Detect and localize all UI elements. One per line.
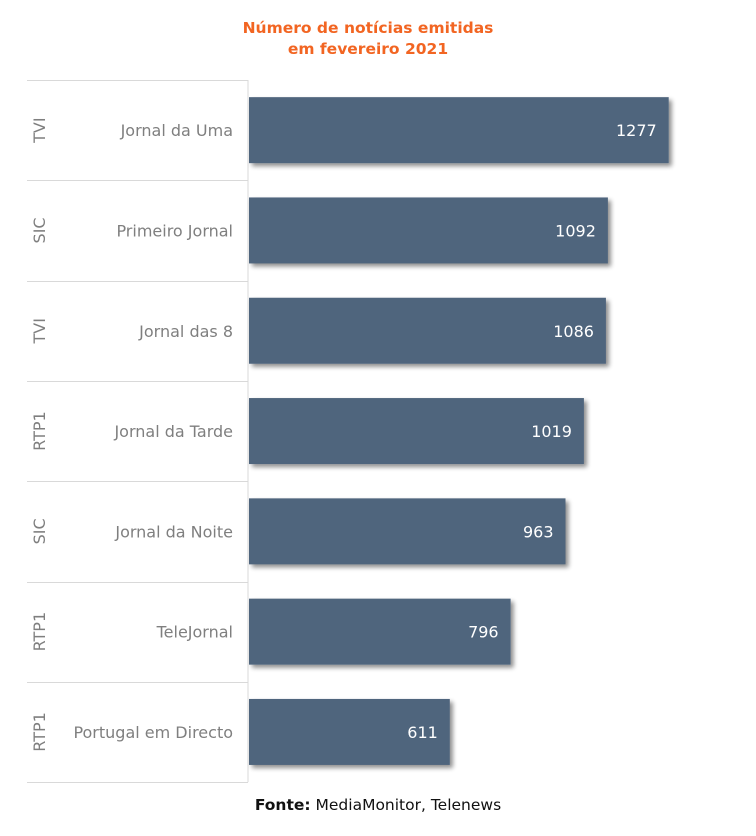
group-label: SIC [30, 518, 49, 544]
bar [249, 197, 608, 264]
category-label: Jornal da Tarde [113, 422, 233, 441]
bar [249, 398, 584, 465]
category-label: Jornal das 8 [138, 322, 233, 341]
bars: 1277 1092 1086 1019 963 796 611 [249, 97, 669, 765]
category-label: Jornal da Uma [120, 121, 233, 140]
source-label: Fonte: [254, 796, 311, 814]
group-label: RTP1 [30, 712, 49, 752]
group-label: TVI [30, 318, 49, 344]
data-label: 1019 [531, 422, 572, 441]
chart-title-line-1: Número de notícias emitidas [242, 19, 494, 37]
bar [249, 97, 669, 164]
bar [249, 297, 606, 364]
bar [249, 598, 511, 665]
group-label: TVI [30, 117, 49, 143]
chart-title: Número de notícias emitidas em fevereiro… [0, 18, 736, 60]
data-label: 611 [407, 723, 438, 742]
data-label: 963 [523, 522, 554, 541]
bar [249, 498, 566, 565]
category-label: Portugal em Directo [73, 723, 233, 742]
category-label: TeleJornal [156, 623, 233, 642]
group-label: SIC [30, 217, 49, 243]
data-label: 1277 [616, 121, 657, 140]
data-label: 1092 [555, 221, 596, 240]
data-label: 796 [468, 623, 499, 642]
data-label: 1086 [553, 322, 594, 341]
bar-chart: 1277 1092 1086 1019 963 796 611 Jornal da Uma T… [27, 80, 669, 783]
category-dividers [27, 80, 249, 783]
category-label: Primeiro Jornal [116, 221, 233, 240]
category-labels: Jornal da Uma TVI Primeiro Jornal SIC Jornal… [30, 117, 233, 751]
source-text: MediaMonitor, Telenews [315, 796, 502, 814]
source-note: Fonte: MediaMonitor, Telenews [0, 796, 756, 814]
category-label: Jornal da Noite [114, 522, 233, 541]
bar [249, 698, 450, 765]
group-label: RTP1 [30, 411, 49, 451]
group-label: RTP1 [30, 612, 49, 652]
chart-title-line-2: em fevereiro 2021 [287, 40, 449, 58]
